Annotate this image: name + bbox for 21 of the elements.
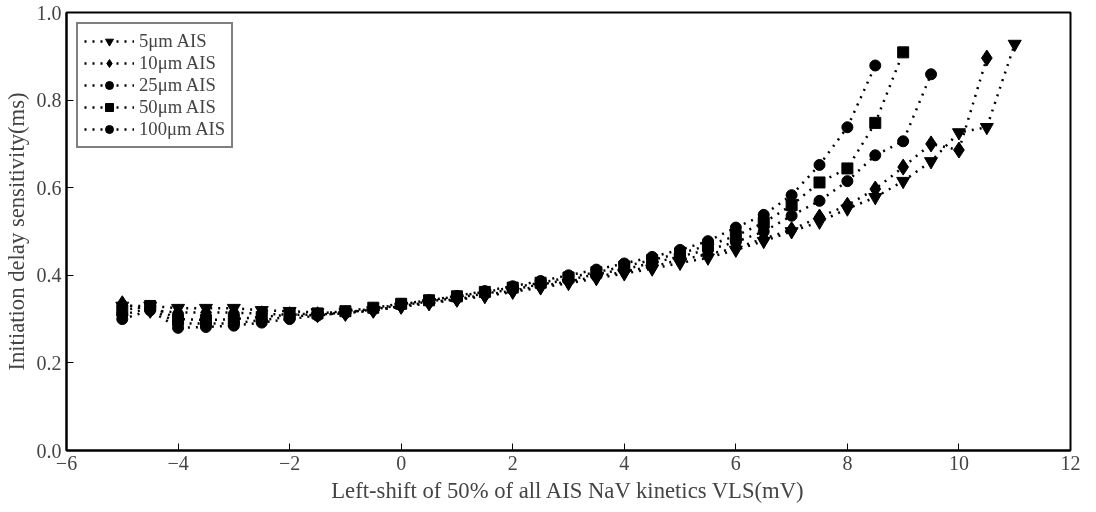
legend-label: 50μm AIS: [139, 96, 216, 118]
y-tick-label: 0.4: [36, 264, 62, 287]
y-axis-title: Initiation delay sensitivity(ms): [3, 92, 29, 371]
x-tick-label: 4: [619, 451, 630, 474]
x-tick-label: 0: [396, 451, 407, 474]
legend-label: 100μm AIS: [139, 118, 226, 140]
x-tick-label: 12: [1060, 451, 1081, 474]
x-axis-title: Left-shift of 50% of all AIS NaV kinetics VLS(mV): [331, 477, 804, 503]
legend-label: 10μm AIS: [139, 52, 216, 74]
x-tick-label: 6: [730, 451, 741, 474]
x-tick-label: −2: [278, 451, 301, 474]
legend-label: 5μm AIS: [139, 30, 207, 52]
legend-label: 25μm AIS: [139, 74, 216, 96]
x-tick-label: 2: [507, 451, 518, 474]
y-tick-label: 0.2: [36, 351, 62, 374]
x-tick-label: 8: [842, 451, 853, 474]
y-tick-label: 0.8: [36, 89, 62, 112]
y-tick-label: 1.0: [36, 1, 62, 24]
y-tick-label: 0.6: [36, 176, 62, 199]
x-tick-label: 10: [948, 451, 969, 474]
x-tick-label: −4: [167, 451, 189, 474]
